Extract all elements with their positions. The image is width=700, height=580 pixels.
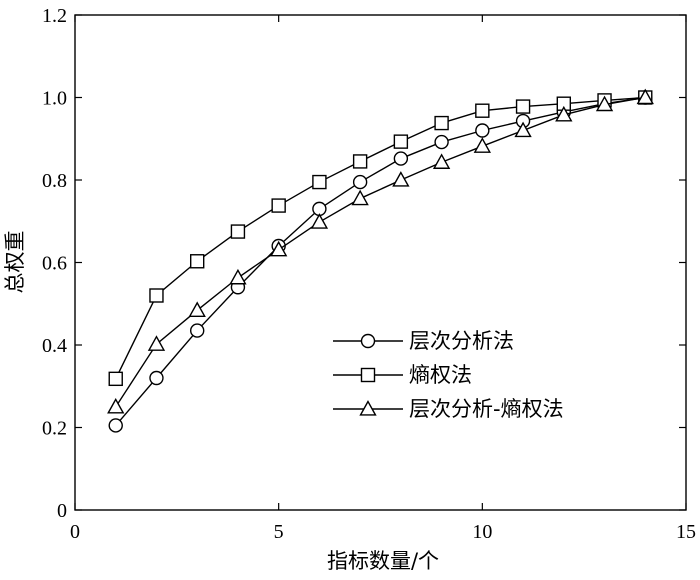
data-point	[555, 105, 573, 122]
legend-item: 熵权法	[333, 363, 472, 387]
y-axis-label: 总权重	[3, 231, 27, 294]
y-tick-label: 0.2	[42, 418, 67, 440]
data-point	[392, 171, 410, 187]
data-point	[189, 254, 205, 269]
data-point	[229, 268, 247, 285]
legend-item: 层次分析-熵权法	[333, 397, 564, 421]
series-layer	[107, 88, 654, 433]
data-point	[351, 189, 369, 206]
legend-label: 熵权法	[409, 363, 472, 387]
y-tick-label: 1.0	[42, 88, 67, 110]
legend-label: 层次分析法	[409, 329, 514, 353]
data-point	[108, 371, 123, 387]
x-tick-label: 5	[274, 521, 284, 543]
y-tick-label: 1.2	[42, 5, 67, 27]
data-point	[515, 99, 531, 114]
data-point	[434, 115, 449, 131]
y-tick-label: 0.6	[42, 253, 67, 275]
data-point	[270, 240, 288, 257]
x-tick-label: 0	[70, 521, 80, 543]
data-point	[312, 174, 327, 190]
data-point	[189, 323, 205, 338]
data-point	[473, 137, 491, 153]
series-line	[115, 96, 646, 408]
data-point	[352, 154, 368, 169]
legend-marker	[360, 367, 376, 383]
data-point	[636, 88, 654, 105]
data-point	[393, 134, 409, 149]
y-tick-label: 0.8	[42, 170, 67, 192]
y-tick-label: 0.4	[42, 335, 67, 357]
legend-marker	[360, 333, 376, 349]
data-point	[475, 103, 490, 118]
data-point	[108, 418, 123, 433]
series-3	[107, 88, 654, 414]
data-point	[188, 301, 206, 318]
plot-frame	[74, 14, 687, 511]
data-point	[149, 288, 164, 303]
x-tick-label: 15	[676, 521, 696, 543]
y-tick-label: 0	[57, 500, 67, 522]
data-point	[595, 95, 614, 112]
data-point	[514, 121, 532, 138]
x-tick-label: 10	[472, 521, 492, 543]
data-point	[147, 335, 166, 351]
legend-label: 层次分析-熵权法	[409, 397, 564, 421]
x-axis-label: 指标数量/个	[327, 549, 439, 573]
data-point	[149, 370, 164, 386]
data-point	[310, 213, 329, 229]
data-point	[434, 134, 449, 150]
data-point	[352, 174, 368, 190]
data-point	[475, 123, 490, 138]
legend-marker	[359, 400, 377, 416]
data-point	[271, 198, 286, 213]
data-point	[230, 224, 246, 239]
legend-item: 层次分析法	[333, 329, 514, 353]
axes: 0 5 10 15 0 0.2 0.4 0.6 0.8 1.0 1.2	[42, 5, 696, 543]
data-point	[107, 397, 125, 414]
data-point	[432, 153, 451, 169]
data-point	[393, 151, 409, 166]
